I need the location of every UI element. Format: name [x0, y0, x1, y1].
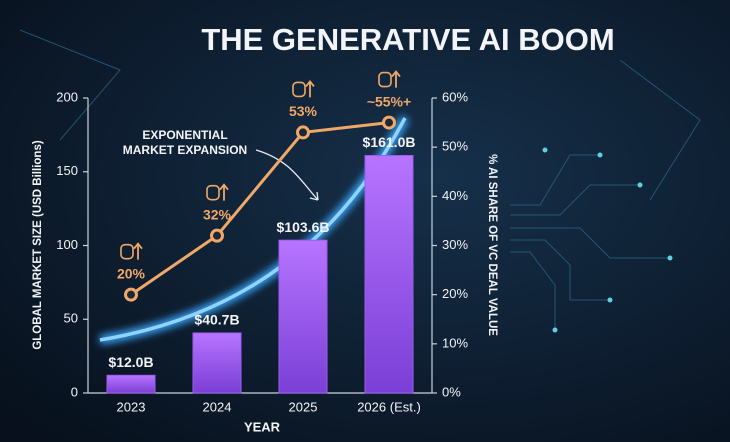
line-point — [382, 115, 396, 130]
y-tick-label: 200 — [56, 89, 78, 104]
annotation: MARKET EXPANSION — [123, 143, 247, 157]
money-icon — [206, 184, 220, 201]
bar — [192, 332, 242, 394]
bar — [364, 155, 414, 394]
bar-value-label: $161.0B — [363, 134, 416, 150]
annotation-arrowhead — [309, 191, 319, 201]
bar-value-label: $103.6B — [277, 219, 330, 235]
line-value-label: 53% — [289, 103, 318, 119]
bar-value-label: $40.7B — [194, 312, 239, 328]
line — [130, 121, 390, 296]
bar-value-label: $12.0B — [108, 354, 153, 370]
y2-tick-label: 40% — [442, 188, 468, 203]
chart-title: THE GENERATIVE AI BOOM — [201, 22, 614, 57]
x-axis-label: YEAR — [244, 419, 281, 434]
x-tick-label: 2023 — [117, 399, 146, 414]
line-point — [296, 125, 310, 140]
annotation-arrow — [255, 149, 319, 201]
bar — [278, 239, 328, 394]
y2-tick-label: 20% — [442, 286, 468, 301]
y-tick-label: 100 — [56, 237, 78, 252]
y2-axis-label: % AI SHARE OF VC DEAL VALUE — [486, 154, 498, 336]
up-arrow-icon — [219, 183, 229, 201]
line-point — [124, 287, 138, 302]
money-icon — [378, 71, 392, 88]
up-arrow-icon — [305, 79, 315, 98]
y-tick-label: 50 — [64, 311, 78, 326]
line-value-label: 32% — [203, 206, 232, 222]
annotation: EXPONENTIAL — [142, 128, 227, 142]
up-arrow-icon — [391, 70, 401, 88]
y-tick-label: 0 — [71, 384, 78, 399]
line-point — [210, 228, 224, 243]
x-tick-label: 2024 — [203, 399, 232, 414]
circuit-nodes — [542, 147, 673, 333]
y2-tick-label: 50% — [442, 139, 468, 154]
money-icon — [120, 243, 134, 260]
y-tick-label: 150 — [56, 163, 78, 178]
circuit-decoration — [19, 29, 701, 330]
up-arrow-icon — [133, 242, 143, 260]
x-tick-label: 2026 (Est.) — [357, 399, 421, 414]
bar — [106, 374, 156, 394]
y2-tick-label: 0% — [442, 384, 461, 399]
y2-tick-label: 10% — [442, 335, 468, 350]
line-value-label: ~55%+ — [367, 93, 411, 109]
y2-tick-label: 30% — [442, 237, 468, 252]
line-value-label: 20% — [117, 265, 146, 281]
money-icon — [292, 81, 306, 98]
x-tick-label: 2025 — [289, 399, 318, 414]
y2-tick-label: 60% — [442, 89, 468, 104]
y-axis-label: GLOBAL MARKET SIZE (USD Billions) — [32, 140, 44, 350]
